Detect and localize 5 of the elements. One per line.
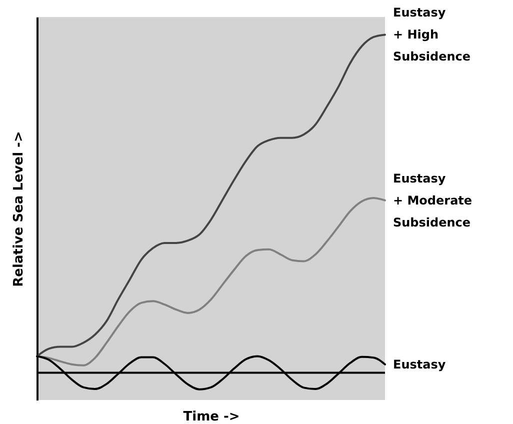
y-axis-title: Relative Sea Level -> [12,131,26,287]
series-label: Eustasy + High Subsidence [393,6,471,64]
series-label: Eustasy [393,357,446,372]
x-axis-title: Time -> [183,410,240,424]
series-label: Eustasy + Moderate Subsidence [393,171,472,230]
